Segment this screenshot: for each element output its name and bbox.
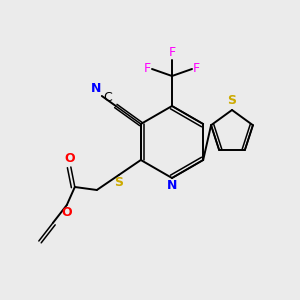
Text: C: C [103,91,112,104]
Text: N: N [90,82,101,95]
Text: N: N [167,179,177,192]
Text: F: F [144,62,151,76]
Text: F: F [168,46,175,59]
Text: F: F [193,62,200,76]
Text: O: O [64,152,75,165]
Text: S: S [227,94,236,107]
Text: S: S [114,176,123,189]
Text: O: O [61,206,72,219]
